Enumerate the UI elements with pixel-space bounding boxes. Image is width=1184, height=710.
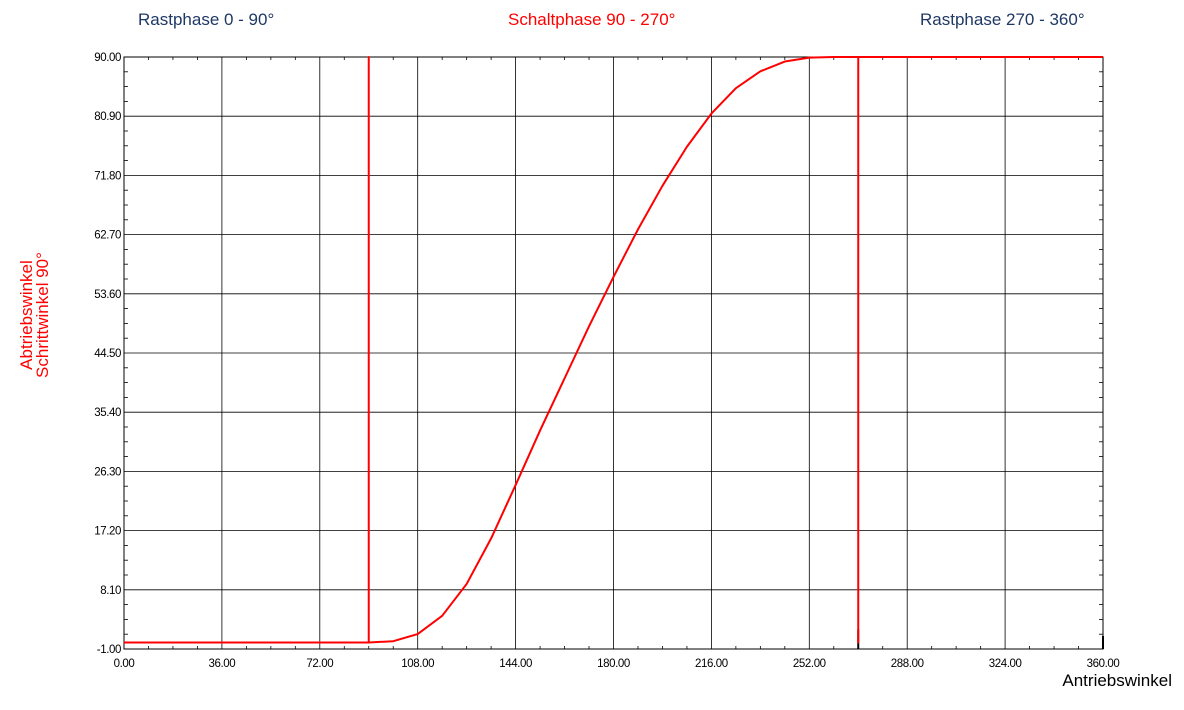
y-tick-label: 53.60 <box>94 289 121 301</box>
x-tick-label: 288.00 <box>891 658 924 670</box>
x-tick-label: 180.00 <box>597 658 630 670</box>
y-tick-label: 71.80 <box>94 170 121 182</box>
y-tick-label: 62.70 <box>94 230 121 242</box>
y-tick-label: 26.30 <box>94 466 121 478</box>
phase-label-rest-end: Rastphase 270 - 360° <box>920 10 1085 29</box>
x-tick-label: 0.00 <box>114 658 135 670</box>
y-tick-label: -1.00 <box>97 644 121 656</box>
phase-label-switch: Schaltphase 90 - 270° <box>508 10 676 29</box>
x-tick-label: 108.00 <box>401 658 434 670</box>
x-tick-label: 216.00 <box>695 658 728 670</box>
y-tick-label: 80.90 <box>94 111 121 123</box>
y-tick-label: 17.20 <box>94 526 121 538</box>
step-angle-curve <box>124 56 1103 644</box>
y-tick-label: 90.00 <box>94 52 121 64</box>
x-axis-label: Antriebswinkel <box>1062 671 1172 690</box>
x-tick-label: 324.00 <box>989 658 1022 670</box>
y-tick-label: 8.10 <box>100 585 121 597</box>
x-tick-label: 72.00 <box>306 658 333 670</box>
x-tick-label: 360.00 <box>1087 658 1120 670</box>
x-tick-label: 36.00 <box>209 658 236 670</box>
x-tick-label: 144.00 <box>499 658 532 670</box>
y-tick-label: 44.50 <box>94 348 121 360</box>
phase-label-rest-start: Rastphase 0 - 90° <box>138 10 275 29</box>
y-tick-label: 35.40 <box>94 407 121 419</box>
x-tick-label: 252.00 <box>793 658 826 670</box>
